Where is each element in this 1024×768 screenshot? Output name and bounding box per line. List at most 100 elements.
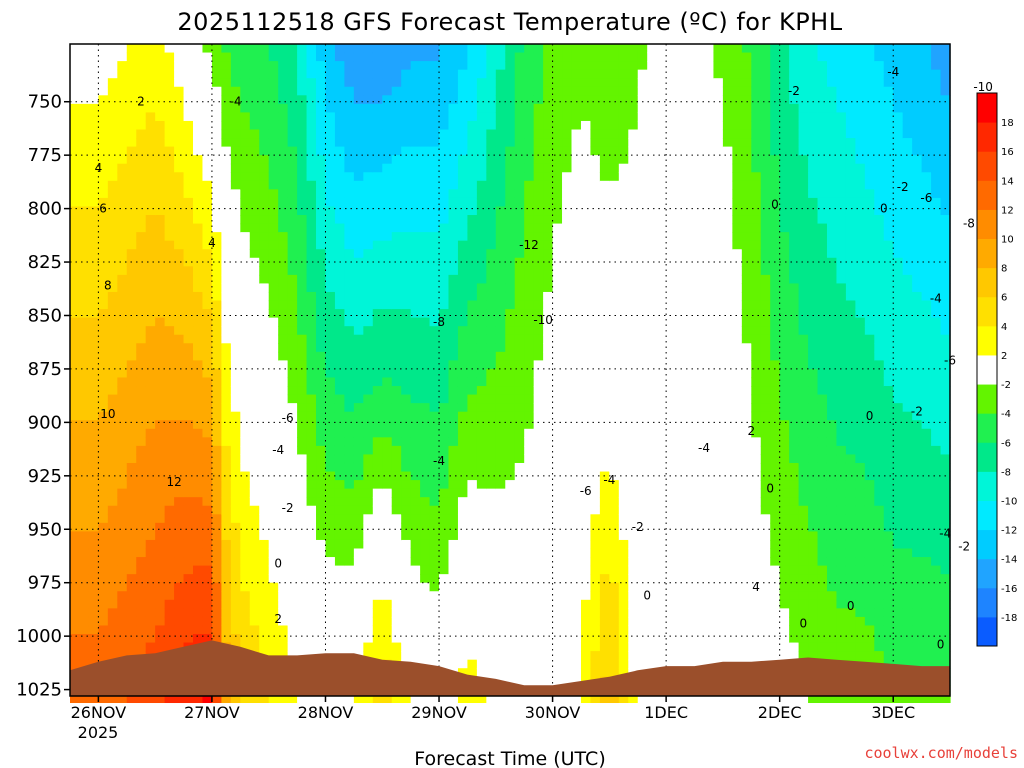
temperature-cell (675, 103, 686, 114)
temperature-cell (391, 206, 402, 216)
temperature-cell (590, 172, 601, 182)
temperature-cell (533, 266, 544, 276)
temperature-cell (183, 411, 194, 421)
temperature-cell (457, 326, 469, 336)
temperature-cell (79, 223, 90, 233)
temperature-cell (628, 78, 639, 88)
temperature-cell (410, 514, 421, 524)
temperature-cell (79, 428, 90, 438)
temperature-cell (618, 386, 629, 396)
temperature-cell (145, 120, 156, 131)
temperature-cell (486, 368, 497, 379)
temperature-cell (202, 445, 213, 456)
temperature-cell (401, 326, 412, 336)
temperature-cell (98, 651, 109, 661)
temperature-cell (174, 386, 185, 396)
temperature-cell (297, 488, 308, 498)
temperature-cell (514, 69, 525, 79)
temperature-cell (637, 582, 648, 592)
temperature-cell (145, 95, 156, 105)
temperature-cell (155, 565, 166, 575)
temperature-cell (647, 189, 658, 199)
temperature-cell (174, 599, 185, 609)
temperature-cell (183, 103, 194, 114)
temperature-cell (297, 454, 308, 464)
temperature-cell (126, 608, 137, 618)
temperature-cell (136, 112, 147, 122)
temperature-cell (562, 283, 573, 293)
temperature-cell (628, 138, 639, 148)
temperature-cell (580, 394, 592, 404)
temperature-cell (420, 522, 431, 532)
temperature-cell (467, 317, 478, 327)
temperature-cell (382, 223, 393, 233)
temperature-cell (495, 514, 506, 524)
temperature-cell (211, 129, 222, 139)
temperature-cell (155, 574, 166, 584)
temperature-cell (618, 454, 629, 464)
temperature-cell (145, 283, 156, 293)
temperature-cell (505, 565, 516, 575)
temperature-cell (514, 574, 525, 584)
temperature-cell (325, 343, 336, 353)
temperature-cell (353, 197, 364, 208)
temperature-cell (221, 240, 232, 250)
temperature-cell (609, 52, 620, 62)
temperature-cell (675, 52, 686, 62)
temperature-cell (609, 257, 620, 267)
temperature-cell (457, 531, 469, 541)
temperature-cell (382, 428, 393, 438)
temperature-cell (193, 539, 204, 550)
temperature-cell (164, 155, 175, 165)
temperature-cell (647, 274, 658, 285)
temperature-cell (439, 163, 450, 173)
temperature-cell (268, 557, 279, 567)
temperature-cell (193, 497, 204, 507)
temperature-cell (524, 625, 535, 635)
temperature-cell (514, 505, 525, 515)
temperature-cell (571, 240, 582, 250)
temperature-cell (221, 86, 232, 96)
temperature-cell (268, 69, 279, 79)
temperature-cell (675, 377, 686, 387)
temperature-cell (202, 548, 213, 558)
temperature-cell (448, 411, 459, 421)
temperature-cell (240, 129, 251, 139)
temperature-cell (249, 155, 260, 165)
temperature-cell (543, 266, 554, 276)
temperature-cell (126, 112, 137, 122)
temperature-cell (391, 215, 402, 225)
temperature-cell (193, 206, 204, 216)
temperature-cell (316, 471, 327, 481)
temperature-cell (316, 291, 327, 302)
temperature-cell (202, 634, 213, 644)
temperature-cell (562, 574, 573, 584)
temperature-cell (599, 326, 610, 336)
temperature-cell (420, 172, 431, 182)
temperature-cell (297, 240, 308, 250)
temperature-cell (533, 462, 544, 473)
temperature-cell (334, 403, 346, 413)
temperature-cell (618, 129, 629, 139)
temperature-cell (155, 249, 166, 259)
temperature-cell (562, 420, 573, 430)
temperature-cell (107, 317, 118, 327)
temperature-cell (202, 582, 213, 592)
temperature-cell (429, 634, 440, 644)
temperature-cell (306, 616, 317, 627)
temperature-cell (249, 44, 260, 54)
temperature-cell (571, 437, 582, 447)
temperature-cell (211, 608, 222, 618)
temperature-cell (297, 386, 308, 396)
temperature-cell (316, 454, 327, 464)
temperature-cell (98, 95, 109, 105)
temperature-cell (98, 480, 109, 490)
temperature-cell (457, 317, 469, 327)
temperature-cell (590, 659, 601, 669)
temperature-cell (609, 659, 620, 669)
temperature-cell (353, 360, 364, 370)
temperature-cell (306, 386, 317, 396)
temperature-cell (439, 334, 450, 344)
temperature-cell (599, 232, 610, 242)
temperature-cell (420, 488, 431, 498)
